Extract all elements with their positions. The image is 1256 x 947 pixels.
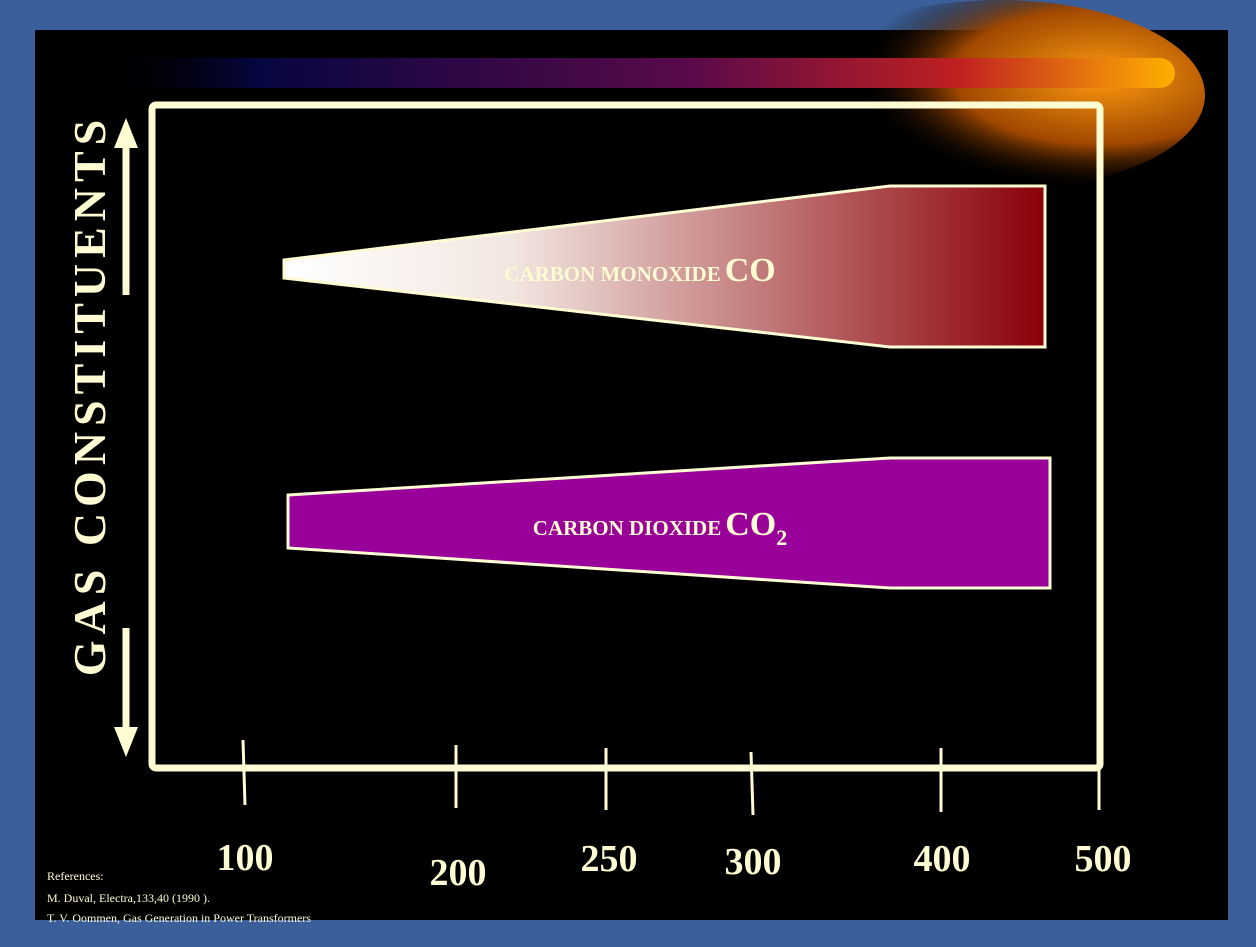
references-title: References: <box>47 869 104 883</box>
x-tick-label: 250 <box>581 838 638 880</box>
x-tick-label: 500 <box>1075 838 1132 880</box>
title-bar <box>95 58 1175 88</box>
x-tick-label: 200 <box>430 852 487 894</box>
reference: T. V. Oommen, Gas Generation in Power Tr… <box>47 911 311 925</box>
band-label: CARBON MONOXIDE <box>504 262 720 286</box>
x-tick-label: 400 <box>914 838 971 880</box>
reference: M. Duval, Electra,133,40 (1990 ). <box>47 891 210 905</box>
slide: CARBON MONOXIDE CO CARBON DIOXIDE CO2 GA… <box>0 0 1256 947</box>
band-formula: CO <box>725 506 776 543</box>
band-formula: CO <box>725 252 776 289</box>
x-tick-label: 100 <box>217 837 274 879</box>
band-subscript: 2 <box>776 525 787 550</box>
x-tick-label: 300 <box>725 841 782 883</box>
glow <box>795 0 1205 190</box>
band-label: CARBON DIOXIDE <box>533 516 721 540</box>
y-axis-label: GAS CONSTITUENTS <box>64 114 115 677</box>
